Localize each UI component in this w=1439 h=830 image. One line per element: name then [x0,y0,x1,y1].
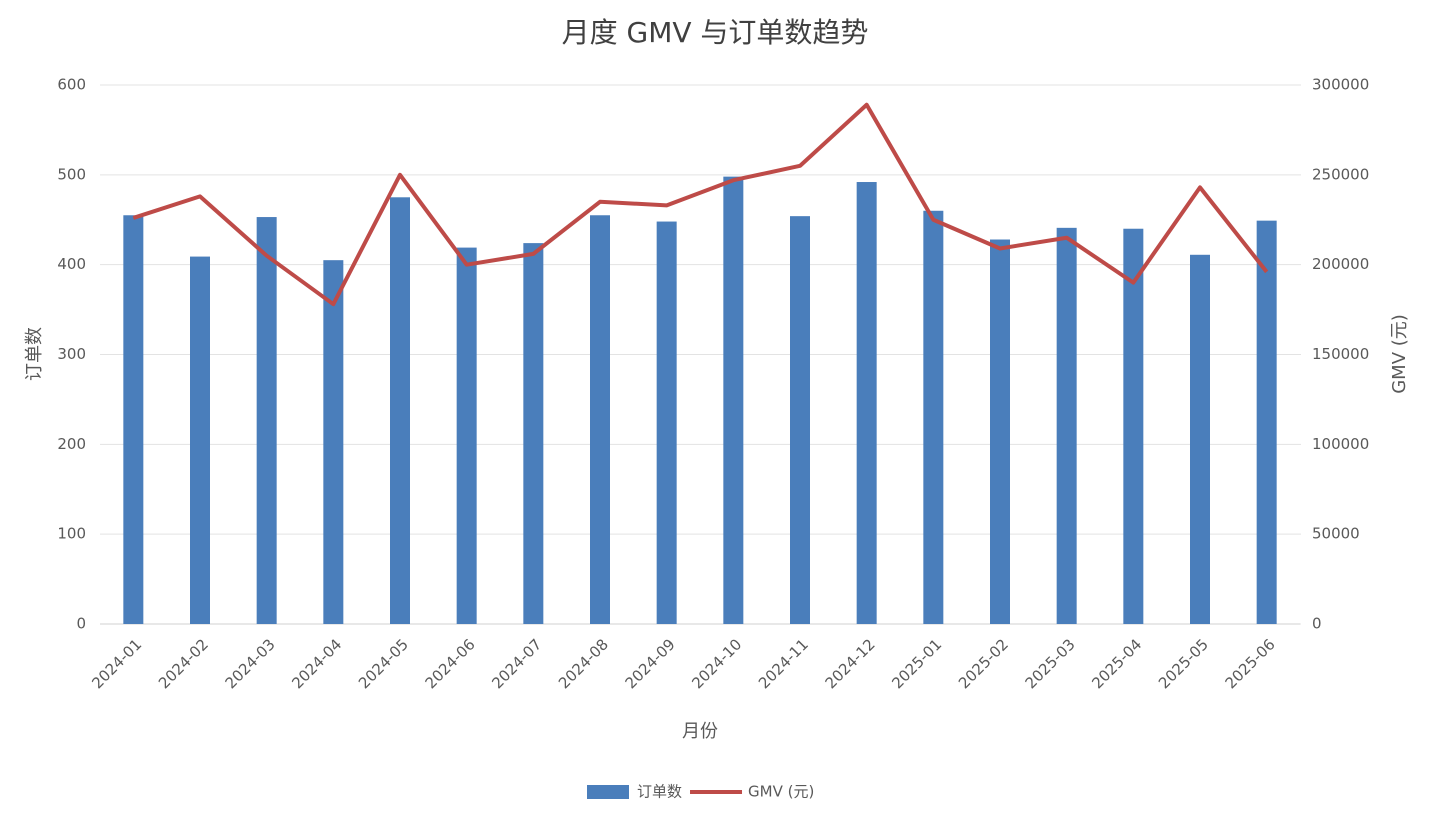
bar [390,197,410,624]
x-tick-label: 2024-09 [622,635,679,692]
bar [723,176,744,624]
x-tick-label: 2024-02 [155,635,212,692]
bar [1056,227,1077,624]
x-tick-label: 2024-12 [822,635,879,692]
x-tick-label: 2024-07 [488,635,545,692]
x-tick-label: 2024-11 [755,635,812,692]
x-tick-label: 2024-01 [88,635,145,692]
bar [656,221,677,624]
y2-tick-label: 200000 [1312,255,1369,273]
x-tick-label: 2024-05 [355,635,412,692]
bar [1123,228,1144,624]
y-tick-label: 500 [57,165,86,183]
legend-label: GMV (元) [748,783,814,801]
bar [856,182,877,624]
y2-tick-label: 0 [1312,615,1322,633]
y2-tick-label: 100000 [1312,435,1369,453]
y2-tick-label: 250000 [1312,165,1369,183]
bar [923,210,944,624]
y2-tick-label: 300000 [1312,76,1369,94]
y-tick-label: 400 [57,255,86,273]
y-tick-label: 200 [57,435,86,453]
bar [590,215,610,624]
bar [323,260,344,624]
x-tick-label: 2025-05 [1155,635,1212,692]
x-tick-label: 2024-03 [222,635,279,692]
x-tick-label: 2024-06 [422,635,479,692]
bar [190,256,210,624]
x-tick-label: 2024-10 [688,635,745,692]
bar [990,239,1010,624]
y-tick-label: 0 [76,615,86,633]
legend-swatch [587,785,629,799]
bar [1256,220,1277,625]
x-tick-label: 2025-03 [1022,635,1079,692]
y2-axis-title: GMV (元) [1389,314,1410,394]
x-tick-label: 2025-06 [1222,635,1279,692]
line [132,102,1269,307]
bar [523,243,544,624]
y2-tick-label: 50000 [1312,525,1360,543]
y-axis-title: 订单数 [24,327,45,381]
bar [456,247,477,624]
legend-label: 订单数 [637,783,682,801]
x-axis-title: 月份 [682,721,718,742]
bar [1190,254,1210,624]
y-tick-label: 100 [57,525,86,543]
chart-title: 月度 GMV 与订单数趋势 [562,16,869,49]
y-tick-label: 300 [57,345,86,363]
x-tick-label: 2025-01 [888,635,945,692]
x-tick-label: 2024-08 [555,635,612,692]
x-tick-label: 2025-02 [955,635,1012,692]
bar [790,216,810,624]
x-tick-label: 2025-04 [1088,635,1145,692]
bar [123,215,144,624]
y-tick-label: 600 [57,76,86,94]
bar [256,217,277,624]
x-tick-label: 2024-04 [288,635,345,692]
y2-tick-label: 150000 [1312,345,1369,363]
